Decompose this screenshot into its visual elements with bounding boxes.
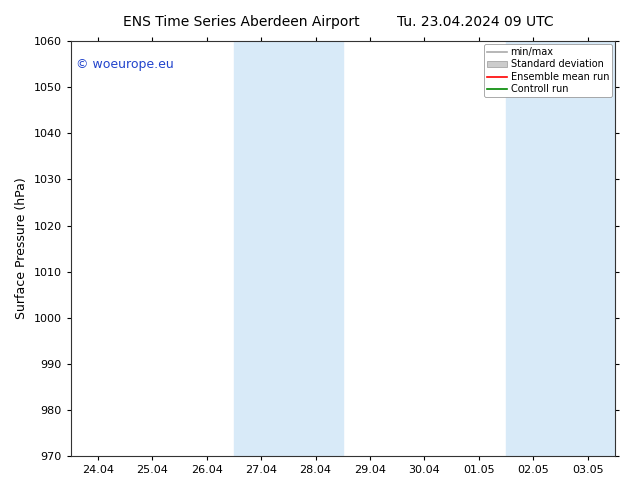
Bar xyxy=(560,41,615,456)
Text: Tu. 23.04.2024 09 UTC: Tu. 23.04.2024 09 UTC xyxy=(397,15,554,29)
Text: © woeurope.eu: © woeurope.eu xyxy=(76,58,174,71)
Legend: min/max, Standard deviation, Ensemble mean run, Controll run: min/max, Standard deviation, Ensemble me… xyxy=(484,44,612,97)
Bar xyxy=(234,41,343,456)
Bar xyxy=(506,41,560,456)
Y-axis label: Surface Pressure (hPa): Surface Pressure (hPa) xyxy=(15,178,28,319)
Text: ENS Time Series Aberdeen Airport: ENS Time Series Aberdeen Airport xyxy=(122,15,359,29)
